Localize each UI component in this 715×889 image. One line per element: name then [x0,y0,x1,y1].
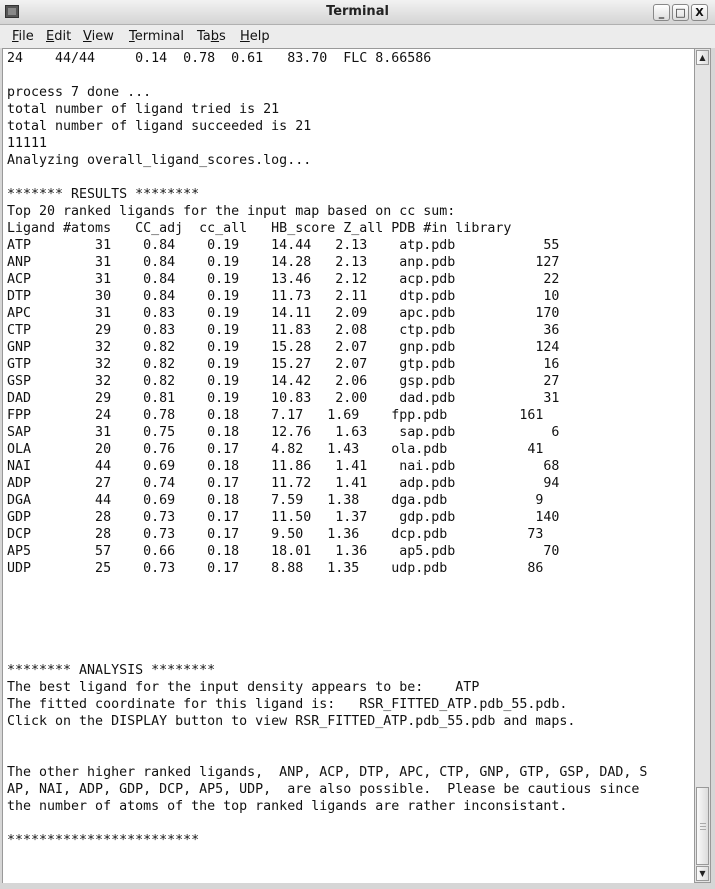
window-bottom-border [0,883,715,889]
terminal-line: ******** ANALYSIS ******** [7,663,216,678]
terminal-line: The other higher ranked ligands, ANP, AC… [7,765,648,780]
terminal-line: The best ligand for the input density ap… [7,680,480,695]
terminal-line [7,611,647,628]
terminal-app-icon[interactable] [5,5,19,18]
menu-label-part: elp [249,29,270,44]
menu-item[interactable]: Terminal [129,29,184,44]
terminal-line: Click on the DISPLAY button to view RSR_… [7,714,576,729]
terminal-line: Ligand #atoms CC_adj cc_all HB_score Z_a… [7,221,512,236]
terminal-line: GTP 32 0.82 0.19 15.27 2.07 gtp.pdb 16 [7,357,560,372]
terminal-line: DCP 28 0.73 0.17 9.50 1.36 dcp.pdb 73 [7,527,544,542]
grip-line [700,826,706,827]
menu-label-part: H [240,29,250,44]
menu-item[interactable]: Edit [46,29,71,44]
terminal-line [7,594,647,611]
terminal-line: FPP 24 0.78 0.18 7.17 1.69 fpp.pdb 161 [7,408,544,423]
terminal-line [7,815,647,832]
title-bar: Terminal _ □ X [0,0,715,25]
scrollbar-thumb[interactable] [696,787,709,865]
terminal-line: total number of ligand tried is 21 [7,102,280,117]
menu-item[interactable]: Tabs [197,29,226,44]
terminal-line: the number of atoms of the top ranked li… [7,799,568,814]
grip-line [700,829,706,830]
terminal-line: GSP 32 0.82 0.19 14.42 2.06 gsp.pdb 27 [7,374,560,389]
terminal-line: total number of ligand succeeded is 21 [7,119,312,134]
terminal-line: 24 44/44 0.14 0.78 0.61 83.70 FLC 8.6658… [7,51,432,66]
menu-item[interactable]: Help [240,29,270,44]
terminal-line: DAD 29 0.81 0.19 10.83 2.00 dad.pdb 31 [7,391,560,406]
terminal-line [7,628,647,645]
terminal-line [7,67,647,84]
vertical-scrollbar[interactable]: ▲ ▼ [694,48,711,883]
terminal-line: NAI 44 0.69 0.18 11.86 1.41 nai.pdb 68 [7,459,560,474]
menu-label-part: T [129,29,135,44]
minimize-button[interactable]: _ [653,4,670,21]
terminal-output[interactable]: 24 44/44 0.14 0.78 0.61 83.70 FLC 8.6658… [2,48,694,883]
terminal-line: DTP 30 0.84 0.19 11.73 2.11 dtp.pdb 10 [7,289,560,304]
terminal-line: GDP 28 0.73 0.17 11.50 1.37 gdp.pdb 140 [7,510,560,525]
menu-label-part: dit [54,29,72,44]
menu-bar: File Edit View Terminal Tabs Help [0,25,715,48]
window-title: Terminal [326,4,389,19]
menu-label-part: b [210,29,220,44]
menu-label-part: F [12,29,19,44]
terminal-line: 11111 [7,136,48,151]
terminal-line: GNP 32 0.82 0.19 15.28 2.07 gnp.pdb 124 [7,340,560,355]
menu-item[interactable]: View [83,29,114,44]
terminal-line: ******* RESULTS ******** [7,187,200,202]
terminal-lines: 24 44/44 0.14 0.78 0.61 83.70 FLC 8.6658… [7,50,647,849]
terminal-line: ANP 31 0.84 0.19 14.28 2.13 anp.pdb 127 [7,255,560,270]
terminal-line [7,730,647,747]
terminal-line: Analyzing overall_ligand_scores.log... [7,153,312,168]
menu-label-part: V [83,29,92,44]
scroll-up-arrow-icon[interactable]: ▲ [696,50,709,65]
menu-label-part: Ta [197,29,211,44]
terminal-line: Top 20 ranked ligands for the input map … [7,204,456,219]
menu-label-part: erminal [134,29,184,44]
terminal-line: UDP 25 0.73 0.17 8.88 1.35 udp.pdb 86 [7,561,544,576]
terminal-line [7,577,647,594]
menu-label-part: s [219,29,226,44]
terminal-line: APC 31 0.83 0.19 14.11 2.09 apc.pdb 170 [7,306,560,321]
terminal-line: DGA 44 0.69 0.18 7.59 1.38 dga.pdb 9 [7,493,544,508]
terminal-line: AP, NAI, ADP, GDP, DCP, AP5, UDP, are al… [7,782,640,797]
terminal-line: The fitted coordinate for this ligand is… [7,697,568,712]
maximize-button[interactable]: □ [672,4,689,21]
scroll-down-arrow-icon[interactable]: ▼ [696,866,709,881]
terminal-line: ADP 27 0.74 0.17 11.72 1.41 adp.pdb 94 [7,476,560,491]
terminal-line: SAP 31 0.75 0.18 12.76 1.63 sap.pdb 6 [7,425,560,440]
terminal-line: AP5 57 0.66 0.18 18.01 1.36 ap5.pdb 70 [7,544,560,559]
terminal-line: ************************ [7,833,200,848]
terminal-line: process 7 done ... [7,85,152,100]
menu-label-part: ile [18,29,34,44]
terminal-line [7,645,647,662]
terminal-line [7,747,647,764]
terminal-line: ACP 31 0.84 0.19 13.46 2.12 acp.pdb 22 [7,272,560,287]
terminal-line: OLA 20 0.76 0.17 4.82 1.43 ola.pdb 41 [7,442,544,457]
menu-label-part: E [46,29,55,44]
terminal-line [7,169,647,186]
terminal-line: CTP 29 0.83 0.19 11.83 2.08 ctp.pdb 36 [7,323,560,338]
grip-line [700,823,706,824]
menu-item[interactable]: File [12,29,34,44]
terminal-line: ATP 31 0.84 0.19 14.44 2.13 atp.pdb 55 [7,238,560,253]
menu-label-part: iew [91,29,114,44]
close-button[interactable]: X [691,4,708,21]
